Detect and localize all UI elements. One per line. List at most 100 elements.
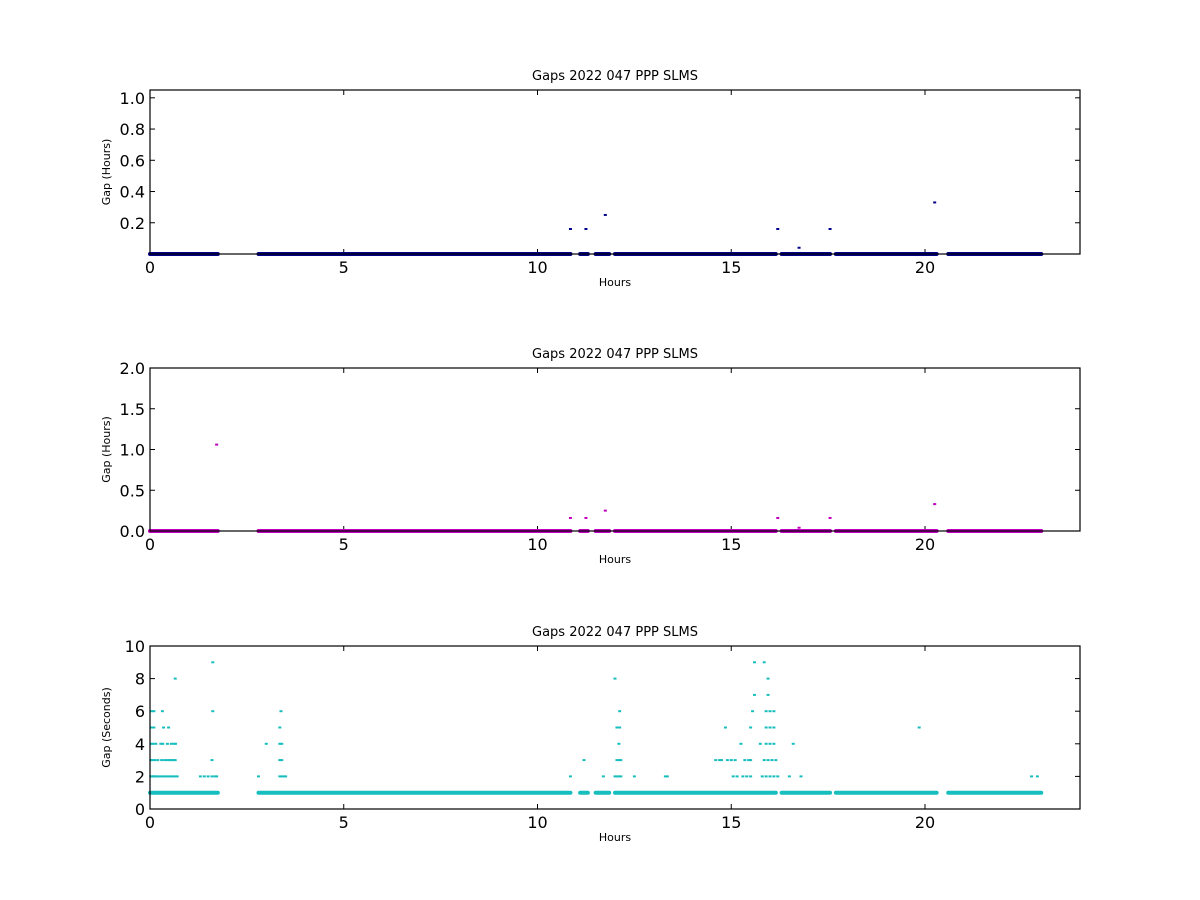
data-point	[749, 775, 753, 778]
data-point	[739, 742, 743, 745]
data-point	[772, 742, 776, 745]
data-point	[278, 726, 282, 729]
data-point	[568, 516, 572, 519]
data-point	[284, 775, 288, 778]
data-point	[933, 201, 937, 204]
data-point	[198, 775, 202, 778]
x-tick-label: 15	[721, 258, 741, 277]
data-point	[776, 516, 780, 519]
data-point	[663, 775, 667, 778]
data-point	[152, 726, 156, 729]
data-point	[615, 726, 619, 729]
y-tick-label: 2	[135, 767, 145, 786]
data-point	[156, 759, 160, 762]
data-point	[173, 759, 177, 762]
data-point	[749, 726, 753, 729]
data-point	[278, 775, 282, 778]
data-point	[714, 759, 718, 762]
x-tick-label: 20	[915, 258, 935, 277]
data-point	[172, 742, 176, 745]
data-point	[171, 775, 175, 778]
data-point	[159, 742, 163, 745]
y-tick-label: 2.0	[120, 359, 145, 378]
data-point	[162, 726, 166, 729]
data-point	[282, 775, 286, 778]
data-point	[729, 759, 733, 762]
data-point	[725, 759, 729, 762]
data-point	[150, 726, 154, 729]
chart-3: Gaps 2022 047 PPP SLMS Hours Gap (Seconds)…	[100, 625, 1081, 844]
x-axis-label: Hours	[599, 553, 631, 566]
x-tick-label: 5	[339, 258, 349, 277]
data-point	[799, 775, 803, 778]
x-tick-label: 0	[145, 813, 155, 832]
data-point	[772, 726, 776, 729]
chart-title: Gaps 2022 047 PPP SLMS	[532, 347, 698, 362]
data-point	[741, 775, 745, 778]
data-point	[257, 775, 260, 778]
data-point	[165, 775, 169, 778]
data-point	[619, 759, 623, 762]
data-point	[615, 775, 619, 778]
data-point	[749, 759, 753, 762]
y-axis-label: Gap (Seconds)	[100, 687, 113, 768]
data-point	[731, 775, 735, 778]
data-point	[828, 228, 832, 231]
data-point	[601, 775, 605, 778]
y-tick-label: 0.5	[120, 481, 145, 500]
data-point	[215, 443, 219, 446]
data-point	[165, 759, 169, 762]
data-point	[764, 742, 768, 745]
y-axis-label: Gap (Hours)	[100, 416, 113, 483]
data-point	[772, 710, 776, 713]
data-point	[169, 775, 173, 778]
data-point	[718, 759, 722, 762]
axes-frame	[149, 367, 1081, 532]
x-tick-label: 10	[527, 813, 547, 832]
y-tick-label: 8	[135, 670, 145, 689]
data-point	[665, 775, 669, 778]
data-point	[158, 775, 162, 778]
data-point	[733, 759, 737, 762]
chart-1: Gaps 2022 047 PPP SLMS Hours Gap (Hours) 0 5…	[100, 69, 1081, 289]
data-point	[617, 775, 621, 778]
data-point	[167, 726, 171, 729]
data-point	[175, 775, 179, 778]
data-point	[171, 759, 175, 762]
chart-title: Gaps 2022 047 PPP SLMS	[532, 69, 698, 84]
x-tick-label: 0	[145, 535, 155, 554]
data-point	[753, 661, 756, 664]
data-point	[167, 775, 171, 778]
series-1	[148, 443, 1044, 533]
y-tick-label: 0.4	[120, 183, 145, 202]
axes-frame	[149, 645, 1081, 810]
data-point	[776, 775, 780, 778]
x-tick-label: 0	[145, 258, 155, 277]
y-tick-label: 0	[135, 800, 145, 819]
data-point	[743, 759, 747, 762]
y-tick-label: 0.0	[120, 522, 145, 541]
data-point	[753, 693, 756, 696]
data-point	[161, 742, 165, 745]
data-point	[764, 726, 768, 729]
data-point	[797, 526, 801, 529]
data-point	[173, 775, 177, 778]
data-point	[745, 775, 749, 778]
data-point	[584, 228, 588, 231]
data-point	[764, 775, 768, 778]
data-point	[766, 677, 770, 680]
data-point	[828, 516, 832, 519]
data-point	[768, 710, 772, 713]
data-point	[619, 775, 623, 778]
data-point	[169, 759, 173, 762]
data-point	[206, 775, 210, 778]
series-1	[148, 661, 1044, 795]
x-tick-label: 5	[339, 535, 349, 554]
x-axis-label: Hours	[599, 276, 631, 289]
chart-2: Gaps 2022 047 PPP SLMS Hours Gap (Hours) 0 5…	[100, 347, 1081, 566]
data-point	[213, 775, 217, 778]
data-point	[160, 759, 164, 762]
data-point	[150, 759, 154, 762]
data-point	[791, 742, 795, 745]
